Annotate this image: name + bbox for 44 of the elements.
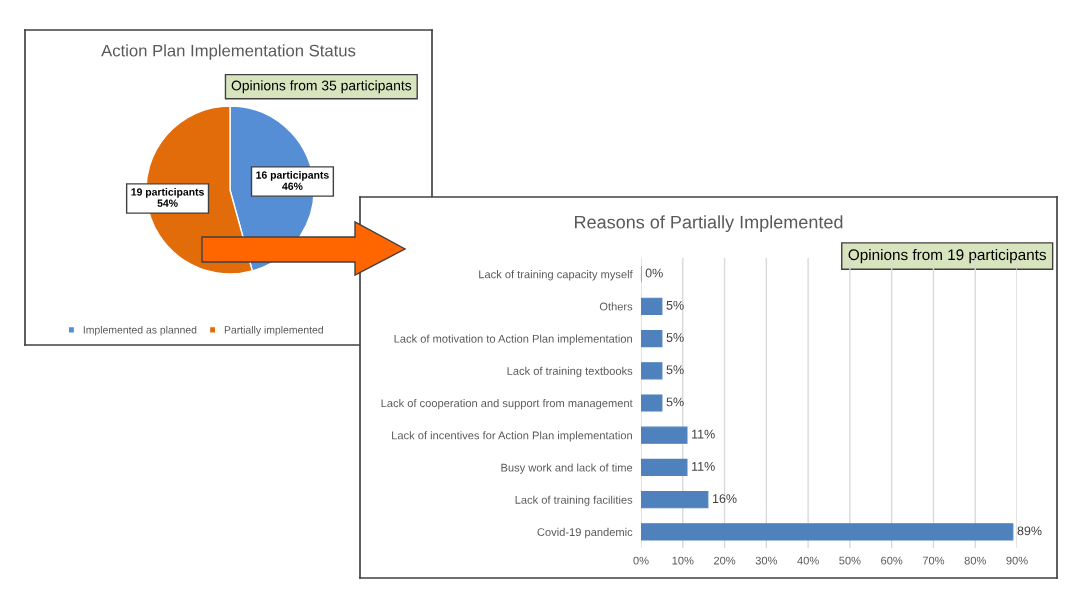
data-label: 19 participants 54% xyxy=(131,187,204,207)
chart-title: Action Plan Implementation Status xyxy=(101,44,356,60)
data-label: 5% xyxy=(666,365,684,375)
bar xyxy=(641,329,663,348)
bar xyxy=(641,297,663,315)
bar xyxy=(641,523,1014,541)
bar xyxy=(641,426,688,444)
x-tick-label: 70% xyxy=(922,556,945,565)
y-tick-label: Covid-19 pandemic xyxy=(537,527,633,539)
data-label: 16% xyxy=(712,494,737,504)
text: Opinions from 35 participants xyxy=(231,80,412,94)
x-tick-label: 10% xyxy=(672,556,694,565)
y-tick-label: Lack of motivation to Action Plan implementation xyxy=(394,334,632,345)
bar xyxy=(641,362,663,380)
data-label: 5% xyxy=(666,333,684,342)
y-tick-label: Busy work and lack of time xyxy=(501,463,633,474)
x-tick-label: 30% xyxy=(755,556,778,565)
x-tick-label: 80% xyxy=(964,556,986,565)
bar xyxy=(641,394,663,412)
data-label: 11% xyxy=(692,462,715,471)
x-tick-label: 90% xyxy=(1006,556,1028,565)
legend-label: Implemented as planned xyxy=(83,325,197,336)
data-label: 5% xyxy=(666,397,684,407)
y-tick-label: Lack of training textbooks xyxy=(507,366,633,378)
x-tick-label: 20% xyxy=(714,556,736,565)
data-label: 5% xyxy=(666,300,684,310)
bar xyxy=(641,458,688,477)
y-tick-label: Lack of training capacity myself xyxy=(479,270,633,281)
y-tick-label: Others xyxy=(599,302,633,311)
x-tick-label: 60% xyxy=(881,556,903,565)
data-label: 11% xyxy=(692,429,715,439)
chart-title: Reasons of Partially Implemented xyxy=(575,215,843,233)
legend-label: Partially implemented xyxy=(224,325,323,336)
annotation: Opinions from 19 participants xyxy=(848,248,1047,264)
x-tick-label: 50% xyxy=(839,556,861,565)
y-tick-label: Lack of training facilities xyxy=(515,495,633,506)
data-label: 89% xyxy=(1017,526,1042,536)
data-label: 0% xyxy=(645,268,663,278)
x-tick-label: 40% xyxy=(797,556,819,565)
y-tick-label: Lack of incentives for Action Plan implementation xyxy=(392,431,632,442)
y-tick-label: Lack of cooperation and support from management xyxy=(381,398,633,410)
bar xyxy=(641,491,709,509)
data-label: 16 participants 46% xyxy=(256,171,329,190)
x-tick-label: 0% xyxy=(633,556,649,565)
